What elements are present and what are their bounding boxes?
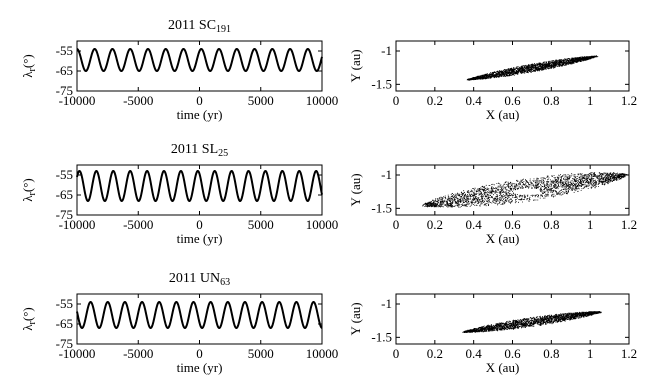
y-tick-label: -55 (56, 296, 73, 311)
resonant-angle-curve (76, 47, 323, 73)
x-tick-label: 0.2 (427, 217, 443, 232)
x-tick-label: -10000 (59, 93, 96, 108)
y-tick-label: -75 (56, 336, 73, 351)
x-tick-label: 5000 (248, 93, 274, 108)
y-tick-label: -55 (56, 43, 73, 58)
y-tick-label: -1 (381, 43, 392, 58)
x-tick-label: 1.2 (621, 93, 637, 108)
x-axis-label: X (au) (486, 360, 520, 375)
resonant-angle-panel: 2011 UN63 -10000 -5000 0 5000 10000 -55 -65 -75 t… (20, 271, 338, 375)
y-axis-label: Y (au) (348, 302, 363, 335)
x-tick-label: 0.6 (504, 217, 521, 232)
x-tick-label: 0.8 (543, 93, 559, 108)
x-tick-label: 0.8 (543, 346, 559, 361)
x-tick-label: 0 (196, 217, 203, 232)
x-tick-label: 0 (393, 217, 400, 232)
y-tick-label: -65 (56, 63, 73, 78)
x-tick-label: 10000 (306, 217, 339, 232)
y-tick-label: -65 (56, 316, 73, 331)
x-tick-label: 0 (196, 346, 203, 361)
orbit-trajectory-points (466, 55, 599, 81)
x-tick-label: -5000 (123, 217, 153, 232)
x-tick-label: 0.6 (504, 93, 521, 108)
x-tick-label: 1 (587, 217, 594, 232)
y-tick-label: -75 (56, 207, 73, 222)
plot-frame (395, 164, 630, 216)
x-tick-label: 1 (587, 346, 594, 361)
y-axis-label: Y (au) (348, 173, 363, 206)
y-tick-label: -1.5 (371, 329, 392, 344)
plot-frame (76, 40, 323, 92)
x-tick-label: 0.4 (466, 346, 483, 361)
y-tick-label: -55 (56, 167, 73, 182)
y-tick-label: -65 (56, 187, 73, 202)
resonant-angle-curve (76, 301, 323, 329)
orbit-trajectory-points (422, 172, 628, 208)
x-tick-label: 0 (393, 346, 400, 361)
resonant-angle-panel: 2011 SC191 -10000 -5000 0 5000 10000 -55 -65 -75… (20, 18, 338, 122)
x-tick-label: -5000 (123, 93, 153, 108)
x-tick-label: 1.2 (621, 346, 637, 361)
x-tick-label: -10000 (59, 346, 96, 361)
y-tick-label: -1.5 (371, 200, 392, 215)
y-tick-label: -1 (381, 296, 392, 311)
x-axis-label: X (au) (486, 231, 520, 246)
y-tick-label: -75 (56, 83, 73, 98)
x-axis-label: time (yr) (177, 107, 223, 122)
x-tick-label: 1.2 (621, 217, 637, 232)
y-axis-label: λr(°) (20, 307, 38, 331)
x-tick-label: 10000 (306, 346, 339, 361)
y-axis-label: Y (au) (348, 49, 363, 82)
x-tick-label: 5000 (248, 346, 274, 361)
x-tick-label: 0.4 (466, 217, 483, 232)
x-axis-label: X (au) (486, 107, 520, 122)
x-tick-label: 0 (393, 93, 400, 108)
orbit-panel: 0 0.2 0.4 0.6 0.8 1 1.2 -1 -1.5 X (au) Y (au) (348, 40, 637, 122)
x-tick-label: 10000 (306, 93, 339, 108)
plot-frame (395, 40, 630, 92)
x-tick-label: -10000 (59, 217, 96, 232)
x-tick-label: 1 (587, 93, 594, 108)
panel-title: 2011 SC191 (168, 18, 231, 35)
x-tick-label: 5000 (248, 217, 274, 232)
x-tick-label: 0.8 (543, 217, 559, 232)
x-tick-label: 0.4 (466, 93, 483, 108)
x-tick-label: 0.6 (504, 346, 521, 361)
orbit-panel: 0 0.2 0.4 0.6 0.8 1 1.2 -1 -1.5 X (au) Y (au) (348, 293, 637, 375)
y-axis-label: λr(°) (20, 178, 38, 202)
x-axis-label: time (yr) (177, 231, 223, 246)
panel-title: 2011 SL25 (171, 142, 228, 159)
resonant-angle-curve (76, 169, 323, 203)
x-tick-label: 0.2 (427, 346, 443, 361)
orbit-trajectory-points (462, 311, 602, 333)
resonant-angle-panel: 2011 SL25 -10000 -5000 0 5000 10000 -55 -65 -75 t… (20, 142, 338, 246)
y-tick-label: -1 (381, 167, 392, 182)
y-axis-label: λr(°) (20, 54, 38, 78)
x-axis-label: time (yr) (177, 360, 223, 375)
plot-frame (395, 293, 630, 345)
panel-title: 2011 UN63 (169, 271, 230, 288)
orbit-panel: 0 0.2 0.4 0.6 0.8 1 1.2 -1 -1.5 X (au) Y (au) (348, 164, 637, 246)
x-tick-label: 0 (196, 93, 203, 108)
x-tick-label: -5000 (123, 346, 153, 361)
y-tick-label: -1.5 (371, 76, 392, 91)
x-tick-label: 0.2 (427, 93, 443, 108)
